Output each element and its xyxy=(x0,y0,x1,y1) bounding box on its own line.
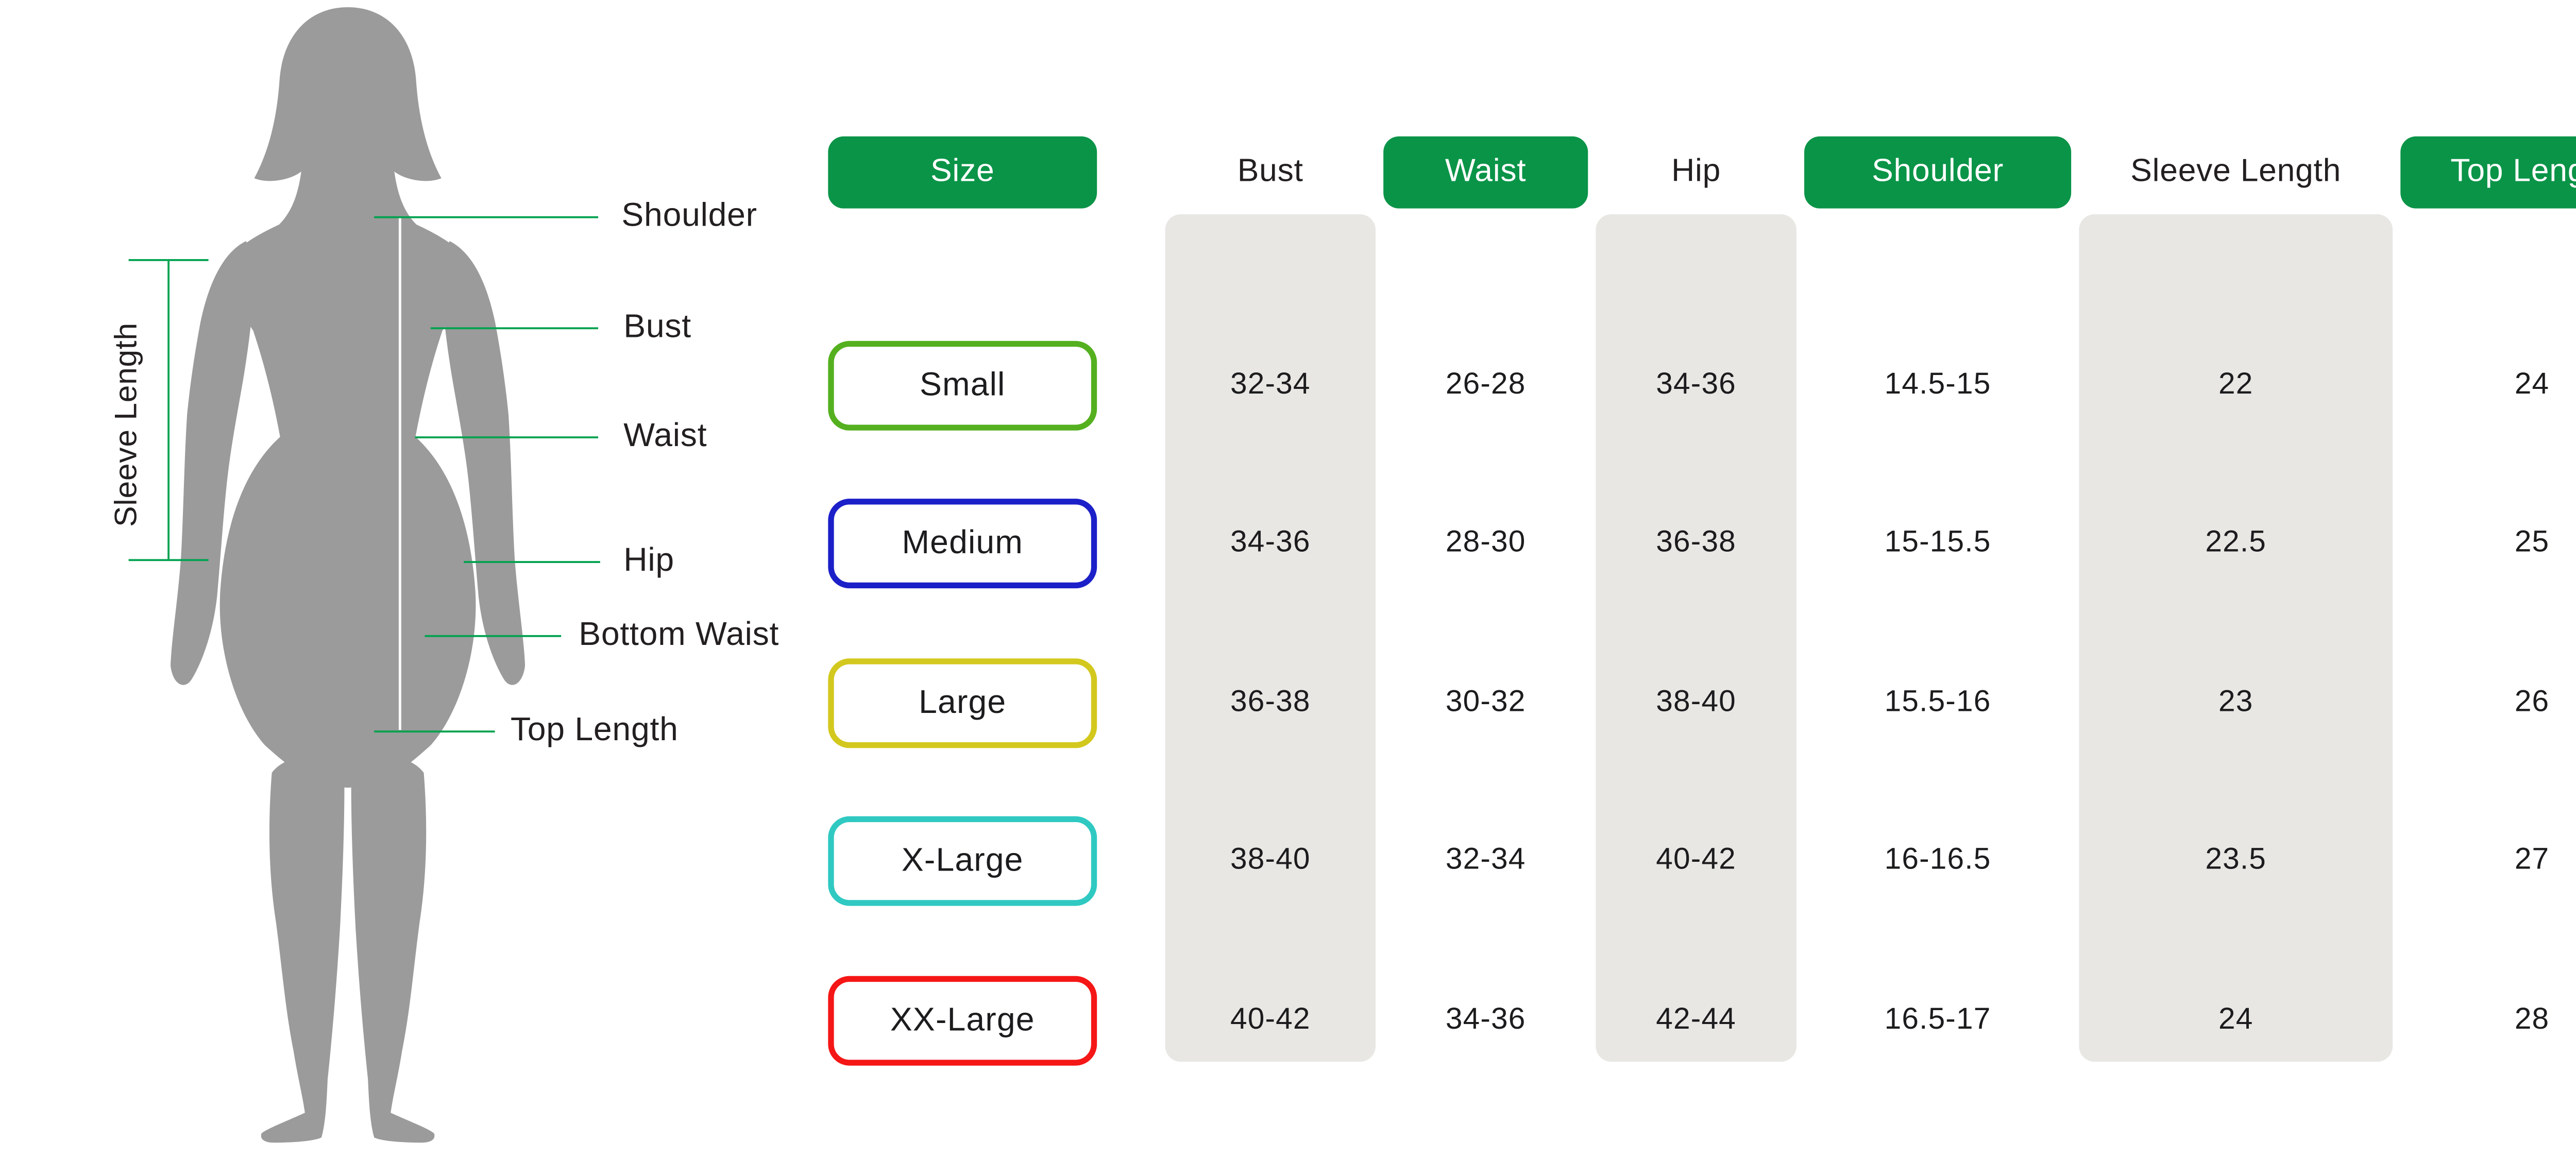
cell-large-hip: 38-40 xyxy=(1656,686,1736,719)
column-header-waist: Waist xyxy=(1383,136,1588,209)
cell-large-shoulder: 15.5-16 xyxy=(1884,686,1991,719)
cell-xx-large-sleeve_length: 24 xyxy=(2218,1003,2253,1036)
silhouette-left-arm xyxy=(171,241,254,685)
measurement-line-top_length xyxy=(374,730,495,733)
cell-xx-large-waist: 34-36 xyxy=(1445,1003,1526,1036)
measurement-label-waist: Waist xyxy=(623,417,707,454)
size-button-x-large[interactable]: X-Large xyxy=(828,816,1097,906)
cell-x-large-shoulder: 16-16.5 xyxy=(1884,843,1991,877)
cell-small-bust: 32-34 xyxy=(1230,368,1311,402)
column-shade-bust xyxy=(1165,214,1376,1062)
measurement-line-waist xyxy=(415,436,599,439)
cell-small-sleeve_length: 22 xyxy=(2218,368,2253,402)
measurement-line-hip xyxy=(464,561,600,564)
cell-xx-large-hip: 42-44 xyxy=(1656,1003,1736,1036)
column-header-top_length: Top Length xyxy=(2400,136,2576,209)
column-header-shoulder: Shoulder xyxy=(1804,136,2072,209)
column-shade-hip xyxy=(1596,214,1797,1062)
measurement-label-bottom_waist: Bottom Waist xyxy=(579,616,779,653)
cell-medium-sleeve_length: 22.5 xyxy=(2205,526,2267,559)
size-button-small[interactable]: Small xyxy=(828,340,1097,431)
cell-xx-large-top_length: 28 xyxy=(2514,1003,2550,1036)
column-header-size: Size xyxy=(828,136,1097,209)
measurement-line-bottom_waist xyxy=(425,635,562,638)
measurement-label-top_length: Top Length xyxy=(510,711,679,748)
cell-large-sleeve_length: 23 xyxy=(2218,686,2253,719)
column-header-hip: Hip xyxy=(1596,136,1797,209)
size-button-medium[interactable]: Medium xyxy=(828,499,1097,589)
measurement-line-shoulder xyxy=(374,216,599,219)
cell-small-hip: 34-36 xyxy=(1656,368,1736,402)
cell-large-top_length: 26 xyxy=(2514,686,2550,719)
measurement-label-bust: Bust xyxy=(623,308,691,345)
female-body-silhouette xyxy=(171,7,526,1143)
cell-medium-top_length: 25 xyxy=(2514,526,2550,559)
measurement-label-hip: Hip xyxy=(623,541,674,579)
sleeve-length-bracket-line xyxy=(167,259,171,559)
cell-small-shoulder: 14.5-15 xyxy=(1884,368,1991,402)
measurement-label-shoulder: Shoulder xyxy=(621,196,757,234)
silhouette-right-leg xyxy=(351,755,435,1143)
column-shade-sleeve_length xyxy=(2079,214,2393,1062)
cell-medium-waist: 28-30 xyxy=(1445,526,1526,559)
cell-x-large-waist: 32-34 xyxy=(1445,843,1526,877)
cell-x-large-top_length: 27 xyxy=(2514,843,2550,877)
cell-x-large-hip: 40-42 xyxy=(1656,843,1736,877)
cell-medium-hip: 36-38 xyxy=(1656,526,1736,559)
cell-x-large-sleeve_length: 23.5 xyxy=(2205,843,2267,877)
measurement-line-bust xyxy=(430,327,599,330)
silhouette-right-arm xyxy=(442,241,526,685)
column-header-sleeve_length: Sleeve Length xyxy=(2079,136,2393,209)
sleeve-length-bracket-top-cap xyxy=(128,259,209,262)
cell-x-large-bust: 38-40 xyxy=(1230,843,1311,877)
sleeve-length-bracket-bottom-cap xyxy=(128,559,209,561)
size-button-xx-large[interactable]: XX-Large xyxy=(828,976,1097,1066)
size-button-large[interactable]: Large xyxy=(828,658,1097,748)
cell-medium-bust: 34-36 xyxy=(1230,526,1311,559)
cell-large-bust: 36-38 xyxy=(1230,686,1311,719)
cell-small-top_length: 24 xyxy=(2514,368,2550,402)
silhouette-torso xyxy=(219,7,476,788)
cell-large-waist: 30-32 xyxy=(1445,686,1526,719)
cell-medium-shoulder: 15-15.5 xyxy=(1884,526,1991,559)
cell-xx-large-shoulder: 16.5-17 xyxy=(1884,1003,1991,1036)
silhouette-left-leg xyxy=(261,755,345,1143)
cell-xx-large-bust: 40-42 xyxy=(1230,1003,1311,1036)
column-header-bust: Bust xyxy=(1165,136,1376,209)
cell-small-waist: 26-28 xyxy=(1445,368,1526,402)
